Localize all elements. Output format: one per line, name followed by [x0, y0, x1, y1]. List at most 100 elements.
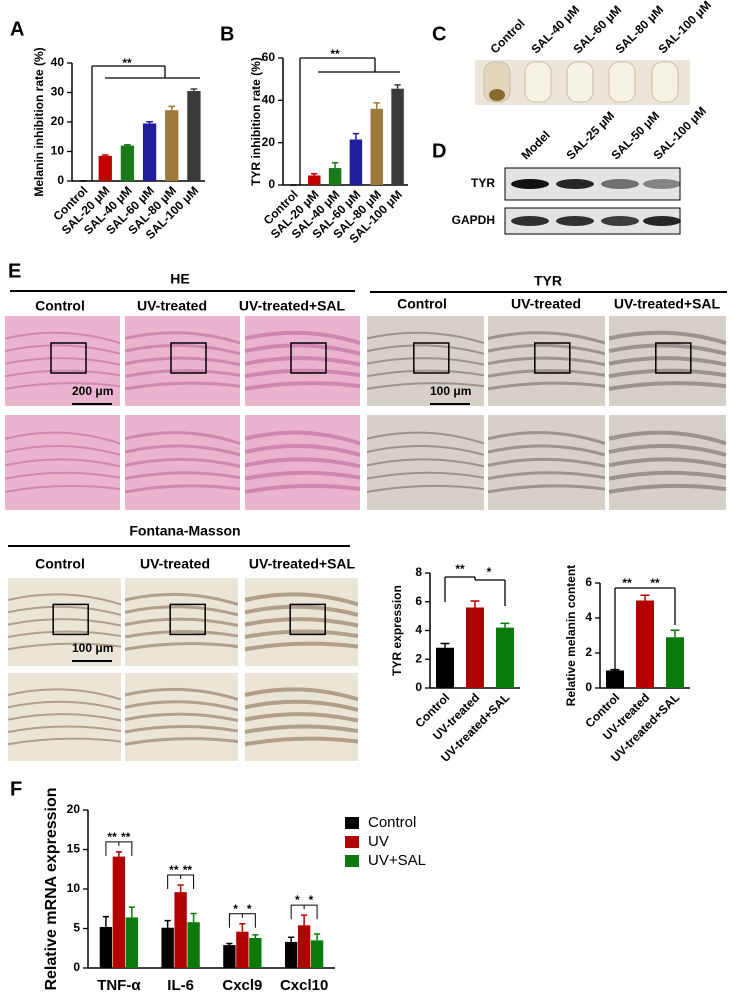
bracket: [290, 904, 318, 920]
error-bar: [288, 936, 295, 942]
significance: *: [487, 565, 492, 579]
tissue-texture: [7, 618, 122, 627]
error-bar: [373, 102, 380, 109]
tissue-texture: [608, 483, 727, 494]
significance: *: [295, 893, 300, 907]
tissue-texture: [7, 688, 122, 701]
tissue-texture: [124, 712, 239, 722]
tissue-texture: [7, 630, 122, 638]
significance: *: [247, 902, 252, 916]
blot-band: [601, 179, 639, 189]
tissue-texture: [487, 471, 606, 481]
tissue-texture: [124, 737, 239, 746]
tissue-texture: [4, 484, 121, 493]
error-bar: [190, 912, 197, 923]
tissue-texture: [244, 343, 361, 356]
legend-label: UV: [368, 833, 389, 850]
blot-band: [643, 216, 681, 226]
bracket: [167, 874, 195, 890]
tissue-texture: [487, 343, 606, 356]
scale-bar-label: 100 μm: [72, 641, 113, 655]
blot-band: [601, 216, 639, 226]
micrograph: [5, 316, 120, 406]
bar: [112, 856, 126, 968]
tissue-texture: [608, 368, 727, 379]
bar: [284, 941, 298, 968]
bar: [161, 927, 174, 968]
section-title: TYR: [534, 273, 562, 289]
tissue-texture: [7, 725, 122, 733]
tissue-texture: [366, 369, 485, 378]
tissue-texture: [124, 687, 239, 701]
tissue-texture: [608, 470, 727, 481]
tissue-texture: [244, 368, 361, 379]
panel-label: C: [432, 23, 446, 45]
significance: **: [455, 562, 465, 576]
blot-band: [556, 216, 594, 226]
y-tick-label: 4: [585, 610, 592, 624]
tissue-texture: [487, 484, 606, 494]
tissue-texture: [244, 604, 359, 617]
tissue-texture: [366, 445, 485, 456]
micrograph: [245, 415, 360, 510]
bracket: [228, 913, 256, 928]
lane-label: Model: [518, 128, 552, 162]
micrograph: [609, 415, 726, 510]
tissue-texture: [7, 605, 122, 616]
column-label: UV-treated: [137, 298, 207, 314]
tissue-texture: [608, 343, 727, 356]
tissue-texture: [244, 356, 361, 367]
bar: [297, 925, 311, 968]
inset-box: [655, 342, 692, 374]
tissue-texture: [487, 381, 606, 391]
section-title: HE: [170, 271, 189, 287]
micrograph: [488, 316, 605, 406]
inset-box: [52, 603, 89, 636]
tissue-texture: [124, 343, 241, 356]
tissue-texture: [124, 592, 239, 606]
tissue-texture: [124, 444, 241, 457]
column-label: UV-treated: [511, 296, 581, 312]
micrograph: [367, 415, 484, 510]
tissue-texture: [366, 357, 485, 366]
column-label: Control: [35, 556, 85, 572]
panel-label: D: [432, 140, 446, 162]
y-axis-label: TYR inhibition rate (%): [249, 57, 263, 186]
x-tick-label: Cxcl10: [280, 977, 328, 994]
y-axis-label: Relative mRNA expression: [43, 787, 60, 990]
tissue-texture: [608, 356, 727, 367]
bar: [249, 937, 262, 968]
tissue-texture: [244, 444, 361, 457]
y-tick-label: 20: [262, 135, 276, 149]
blot-band: [556, 179, 594, 189]
bar: [391, 88, 404, 185]
tissue-texture: [244, 617, 359, 628]
bar: [666, 637, 684, 688]
bar: [99, 926, 113, 968]
error-bar: [331, 162, 339, 169]
y-tick-label: 8: [415, 565, 422, 579]
bar: [466, 607, 484, 688]
error-bar: [394, 84, 401, 89]
error-bar: [352, 132, 360, 140]
significance: **: [622, 576, 632, 590]
column-label: UV-treated+SAL: [614, 296, 721, 312]
x-tick-label: TNF-α: [97, 977, 141, 994]
tissue-texture: [244, 381, 361, 391]
tissue-texture: [244, 457, 361, 469]
legend-label: Control: [368, 814, 416, 831]
x-tick-label: Cxcl9: [222, 977, 262, 994]
tissue-texture: [7, 737, 122, 746]
tissue-texture: [124, 629, 239, 639]
y-tick-label: 2: [585, 645, 592, 659]
tissue-texture: [244, 483, 361, 494]
significance: **: [107, 830, 117, 844]
y-tick-label: 0: [73, 960, 80, 974]
legend-swatch: [345, 836, 359, 848]
y-tick-label: 15: [67, 842, 81, 856]
tissue-texture: [244, 629, 359, 639]
significance: **: [169, 863, 179, 877]
bar: [174, 892, 187, 968]
bar: [370, 108, 383, 185]
